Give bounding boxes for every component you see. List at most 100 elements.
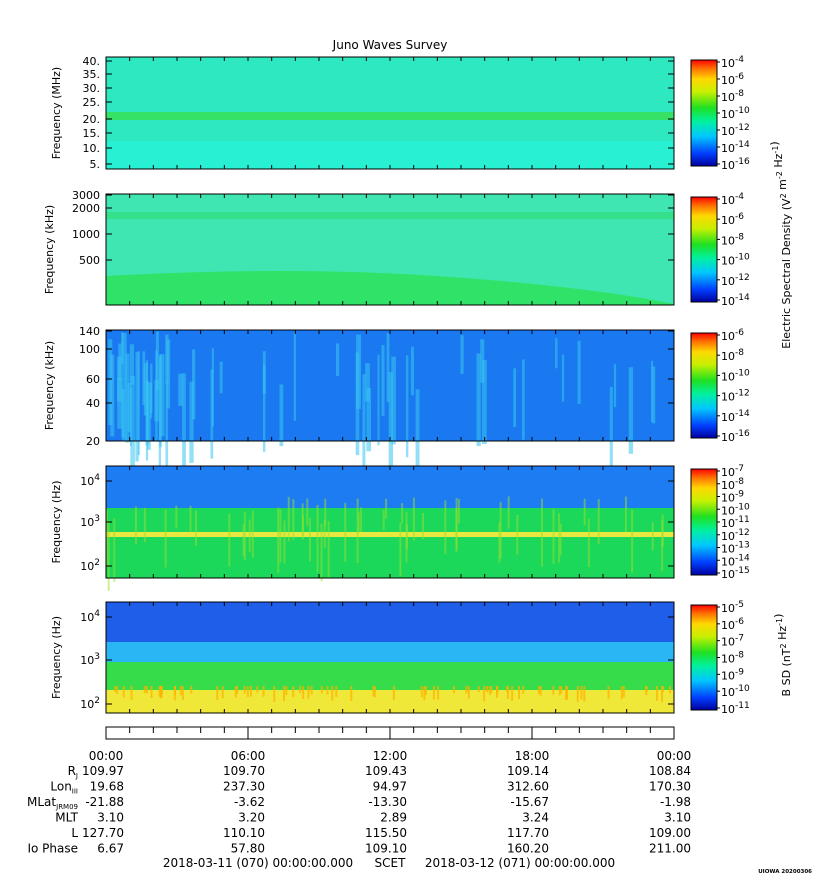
colorbar-tick-label: 10-11 <box>721 515 750 530</box>
burst-streak <box>350 686 353 702</box>
burst-streak <box>365 363 370 402</box>
colorbar-tick-label: 10-9 <box>721 667 744 682</box>
mid-band <box>106 642 674 662</box>
band-20mhz <box>106 112 674 120</box>
burst-streak <box>522 359 525 440</box>
burst-streak <box>539 686 542 696</box>
burst-streak <box>382 509 385 530</box>
y-tick-label: 103 <box>80 514 100 529</box>
burst-streak <box>142 351 146 406</box>
colorbar-gradient <box>690 604 718 711</box>
burst-streak <box>377 354 380 446</box>
colorbar-tick-label: 10-6 <box>721 617 744 632</box>
burst-streak <box>356 334 361 409</box>
burst-streak <box>490 686 493 693</box>
colorbar-tick-label: 10-4 <box>721 192 744 207</box>
colorbar-gradient <box>690 196 718 303</box>
burst-streak <box>164 509 167 568</box>
lower-band <box>106 141 674 169</box>
time-tick-label: 00:00 <box>657 749 692 763</box>
ephemeris-value: 237.30 <box>223 780 265 794</box>
burst-streak <box>150 686 153 699</box>
burst-streak <box>189 381 194 463</box>
burst-streak <box>356 498 359 564</box>
burst-streak <box>248 519 251 553</box>
colorbar-tick-label: 10-7 <box>721 464 744 479</box>
burst-streak <box>552 686 555 695</box>
burst-streak <box>316 504 319 573</box>
colorbar-tick-label: 10-8 <box>721 348 744 363</box>
burst-streak <box>107 521 110 591</box>
y-tick-label: 2000 <box>72 202 100 215</box>
ephemeris-value: 2.89 <box>380 811 407 825</box>
ephemeris-value: 57.80 <box>231 842 265 856</box>
colorbar-4: 10-710-810-910-1010-1110-1210-1310-1410-… <box>690 464 750 581</box>
burst-streak <box>576 686 579 702</box>
ephemeris-value: 108.84 <box>649 764 691 778</box>
burst-streak <box>251 510 254 558</box>
burst-streak <box>174 686 177 696</box>
burst-streak <box>117 377 122 429</box>
ephemeris-value: 117.70 <box>507 826 549 840</box>
burst-streak <box>179 686 182 696</box>
burst-streak <box>622 686 625 698</box>
colorbar-tick-label: 10-11 <box>721 701 750 716</box>
burst-streak <box>422 513 425 540</box>
burst-streak <box>216 686 219 700</box>
y-axis-label: Frequency (Hz) <box>50 616 63 699</box>
colorbar-tick-label: 10-14 <box>721 140 750 155</box>
burst-streak <box>135 352 139 462</box>
burst-streak <box>121 333 127 441</box>
burst-streak <box>279 384 284 447</box>
colorbar-tick-label: 10-12 <box>721 273 750 288</box>
burst-streak <box>645 686 648 693</box>
burst-streak <box>516 515 519 555</box>
burst-streak <box>507 496 510 529</box>
ephemeris-value: 115.50 <box>365 826 407 840</box>
stamp: UIOWA 20200306 <box>758 869 812 875</box>
ephemeris-value: 160.20 <box>507 842 549 856</box>
colorbar-tick-label: 10-14 <box>721 293 750 308</box>
colorbar-5: 10-5 10-6 10-7 10-810-9 10-10 10-11 <box>690 600 750 716</box>
ephemeris-value: 3.10 <box>97 811 124 825</box>
burst-streak <box>399 522 402 577</box>
ephemeris-value: 3.10 <box>664 811 691 825</box>
burst-streak <box>405 355 409 458</box>
ephemeris-label: L <box>71 826 78 840</box>
ephemeris-value: 110.10 <box>223 826 265 840</box>
burst-streak <box>155 331 159 391</box>
burst-streak <box>221 686 224 699</box>
colorbar-2: 10-4 10-6 10-8 10-10 10-12 10-14 <box>690 192 750 308</box>
colorbar-tick-label: 10-8 <box>721 651 744 666</box>
burst-streak <box>210 369 214 459</box>
chart-title: Juno Waves Survey <box>332 38 448 52</box>
burst-streak <box>118 343 122 381</box>
lower-band <box>106 508 674 578</box>
ephemeris-label: RJ <box>68 764 78 780</box>
burst-streak <box>335 343 340 376</box>
burst-streak <box>583 686 586 702</box>
colorbar-tick-label: 10-6 <box>721 328 744 343</box>
y-tick-label: 40 <box>86 397 100 410</box>
burst-streak <box>143 686 146 694</box>
burst-streak <box>130 375 135 484</box>
burst-streak <box>256 686 259 693</box>
burst-streak <box>558 513 561 563</box>
ephemeris-value: 109.70 <box>223 764 265 778</box>
time-tick-label: 00:00 <box>89 749 124 763</box>
y-tick-label: 104 <box>80 473 100 488</box>
ephemeris-value: 109.43 <box>365 764 407 778</box>
burst-streak <box>335 686 338 698</box>
ephemeris-value: 127.70 <box>82 826 124 840</box>
y-tick-label: 500 <box>79 254 100 267</box>
burst-streak <box>392 686 395 700</box>
burst-streak <box>292 686 295 698</box>
burst-streak <box>460 335 464 374</box>
colorbar-tick-label: 10-15 <box>721 566 750 581</box>
burst-streak <box>415 389 420 486</box>
burst-streak <box>607 686 610 699</box>
burst-streak <box>228 513 231 567</box>
burst-streak <box>292 499 295 540</box>
burst-streak <box>236 686 239 694</box>
burst-streak <box>242 524 245 557</box>
